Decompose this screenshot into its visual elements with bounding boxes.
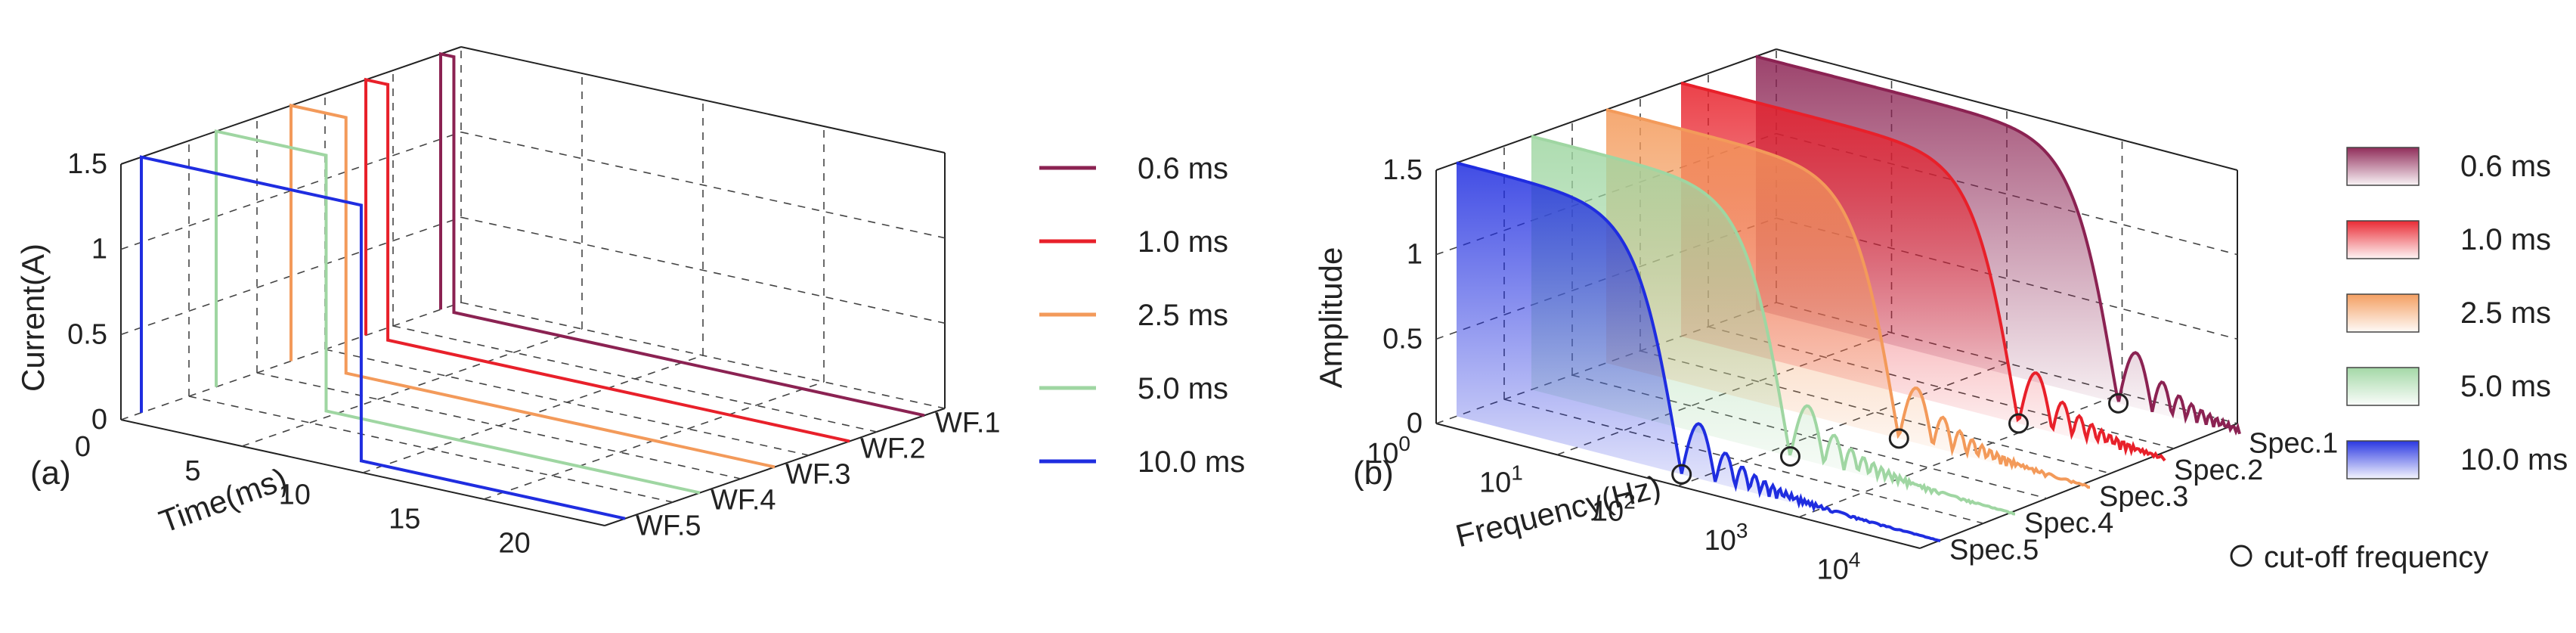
cutoff-marker — [1779, 445, 1800, 467]
floor-grid — [188, 396, 673, 503]
x-tick-a: 15 — [389, 503, 420, 535]
pulse-line-10ms — [364, 77, 850, 443]
cutoff-marker — [1671, 464, 1692, 485]
y-tick-b: 0 — [1407, 408, 1423, 439]
y-axis-label-b: Amplitude — [1313, 247, 1348, 389]
ticks-a: 0 0.5 1 1.5 0 5 10 15 20 — [67, 148, 531, 559]
spectrum-fill — [1457, 163, 1940, 541]
x-tick-a: 5 — [184, 455, 200, 487]
pulse-line-50ms — [215, 129, 701, 495]
legend-swatch-b — [2346, 440, 2420, 479]
legend-label-a: 5.0 ms — [1138, 372, 1228, 405]
panel-label-a: (a) — [30, 455, 71, 492]
x-tick-b: 101 — [1479, 461, 1523, 498]
spectrum-label: Spec.5 — [1949, 534, 2039, 566]
waveform-label: WF.1 — [935, 407, 1001, 439]
legend-label-a: 0.6 ms — [1138, 152, 1228, 185]
spectrum-line-10ms — [1680, 81, 2166, 462]
floor-grid — [256, 372, 742, 479]
y-tick-b: 1 — [1407, 239, 1423, 271]
pulse-line-06ms — [439, 51, 925, 417]
pulse-line-100ms — [140, 155, 626, 520]
x-tick-a: 0 — [75, 431, 91, 463]
x-tick-a: 20 — [499, 527, 531, 559]
wall-grid — [460, 216, 946, 324]
floor-grid — [324, 349, 810, 456]
y-tick-a: 1.5 — [67, 148, 107, 180]
spectrum-line-25ms — [1605, 108, 2091, 489]
legend-label-a: 10.0 ms — [1138, 445, 1245, 479]
legend-label-a: 2.5 ms — [1138, 299, 1228, 332]
waveform-label: WF.2 — [860, 433, 926, 464]
panel-label-b: (b) — [1353, 455, 1394, 492]
spectrum-label: Spec.3 — [2099, 481, 2188, 513]
spectrum-label: Spec.4 — [2024, 507, 2113, 539]
x-tick-a: 10 — [279, 479, 311, 511]
spectrum-label: Spec.1 — [2249, 428, 2338, 460]
y-tick-a: 1 — [91, 234, 107, 265]
y-tick-a: 0 — [91, 404, 107, 436]
cutoff-marker — [1888, 428, 1909, 449]
floor-grid — [392, 325, 878, 433]
legend-swatch-b — [2346, 220, 2420, 259]
spectrum-line-100ms — [1456, 161, 1941, 542]
wall-edge — [460, 46, 946, 154]
waveform-label: WF.3 — [785, 459, 851, 491]
y-tick-b: 0.5 — [1382, 323, 1423, 355]
legend-label-b: 10.0 ms — [2460, 443, 2568, 476]
y-axis-label-a: Current(A) — [15, 244, 51, 392]
legend-b: 0.6 ms 1.0 ms 2.5 ms 5.0 ms 10.0 ms — [2346, 147, 2568, 479]
waveform-label: WF.4 — [711, 485, 776, 517]
floor-grid — [1503, 399, 1984, 524]
cutoff-marker — [2108, 393, 2129, 414]
legend-a: 0.6 ms 1.0 ms 2.5 ms 5.0 ms 10.0 ms — [1039, 152, 1245, 479]
wall-grid — [460, 131, 946, 239]
cutoff-legend-label: cut-off frequency — [2264, 541, 2488, 574]
cutoff-marker — [2008, 413, 2030, 434]
legend-label-b: 1.0 ms — [2460, 223, 2551, 256]
legend-swatch-b — [2346, 147, 2420, 186]
legend-label-b: 0.6 ms — [2460, 150, 2551, 183]
floor-edge — [1919, 423, 2238, 549]
time-domain-chart: WF.1 WF.2 WF.3 WF.4 WF.5 0 0.5 1 1.5 0 5 10 15 20 (a… — [15, 46, 1245, 559]
y-tick-b: 1.5 — [1382, 154, 1423, 186]
waveform-label: WF.5 — [636, 510, 701, 542]
x-tick-b: 103 — [1704, 519, 1748, 557]
legend-swatch-b — [2346, 293, 2420, 333]
y-tick-a: 0.5 — [67, 318, 107, 350]
wall-edge — [1435, 48, 1777, 171]
legend-label-a: 1.0 ms — [1138, 225, 1228, 259]
pulse-series-group: WF.1 WF.2 WF.3 WF.4 WF.5 — [140, 51, 1001, 542]
legend-label-b: 2.5 ms — [2460, 296, 2551, 330]
spectrum-label: Spec.2 — [2174, 455, 2263, 486]
x-axis-label-a: Time(ms) — [154, 461, 291, 539]
spectrum-line-50ms — [1531, 135, 2016, 516]
legend-label-b: 5.0 ms — [2460, 370, 2551, 403]
floor-grid — [1639, 350, 2111, 474]
cutoff-legend-marker — [2230, 545, 2252, 567]
wall-edge — [1776, 48, 2238, 171]
spectrum-line-06ms — [1755, 54, 2241, 436]
x-tick-b: 104 — [1816, 548, 1860, 585]
axes-box-a — [120, 46, 946, 526]
legend-swatch-b — [2346, 367, 2420, 406]
pulse-line-25ms — [289, 104, 776, 469]
